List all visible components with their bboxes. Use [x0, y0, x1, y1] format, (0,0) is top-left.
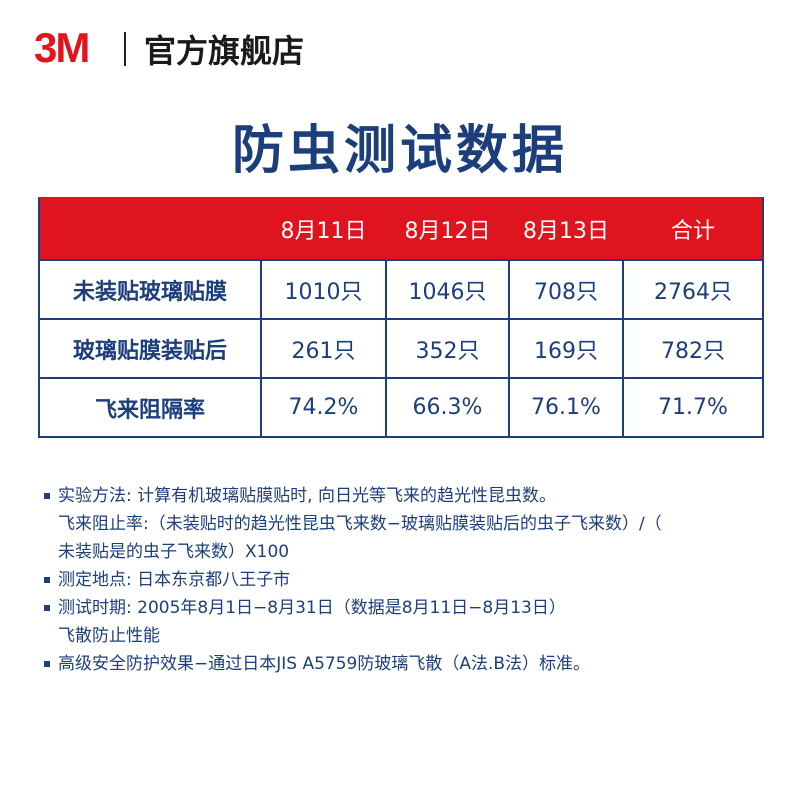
column-header: 合计: [622, 197, 764, 261]
note: 实验方法: 计算有机玻璃贴膜贴时, 向日光等飞来的趋光性昆虫数。飞来阻止率:（未…: [44, 482, 784, 566]
column-header: 8月11日: [260, 197, 387, 261]
bullet: [44, 577, 50, 583]
cell: 66.3%: [385, 377, 510, 438]
note-line: 测试时期: 2005年8月1日−8月31日（数据是8月11日−8月13日）: [58, 598, 566, 618]
row-header: 玻璃贴膜装贴后: [38, 318, 262, 379]
cell: 708只: [508, 259, 624, 320]
data-table: 8月11日 8月12日 8月13日 合计 未装贴玻璃贴膜 1010只 1046只 708只 27…: [38, 197, 764, 438]
table-row: 玻璃贴膜装贴后 261只 352只 169只 782只: [38, 318, 764, 379]
bullet: [44, 493, 50, 499]
note-line: 未装贴是的虫子飞来数）X100: [58, 542, 290, 562]
cell: 2764只: [622, 259, 764, 320]
row-header: 未装贴玻璃贴膜: [38, 259, 262, 320]
bullet: [44, 661, 50, 667]
bullet: [44, 605, 50, 611]
table-row: 未装贴玻璃贴膜 1010只 1046只 708只 2764只: [38, 259, 764, 320]
divider: [124, 32, 126, 66]
note-line: 高级安全防护效果−通过日本JIS A5759防玻璃飞散（A法.B法）标准。: [58, 654, 591, 674]
logo: 3M: [34, 24, 90, 71]
cell: 782只: [622, 318, 764, 379]
cell: 261只: [260, 318, 387, 379]
cell: 1046只: [385, 259, 510, 320]
cell: 352只: [385, 318, 510, 379]
title: 防虫测试数据: [231, 121, 568, 181]
column-header: [38, 197, 262, 261]
header-row: 8月11日 8月12日 8月13日 合计: [38, 197, 764, 261]
note: 高级安全防护效果−通过日本JIS A5759防玻璃飞散（A法.B法）标准。: [44, 650, 784, 678]
note: 测定地点: 日本东京都八王子市: [44, 566, 784, 594]
cell: 71.7%: [622, 377, 764, 438]
note-line: 飞来阻止率:（未装贴时的趋光性昆虫飞来数−玻璃贴膜装贴后的虫子飞来数）/（: [58, 514, 662, 534]
cell: 1010只: [260, 259, 387, 320]
note-line: 飞散防止性能: [58, 626, 160, 646]
note: 测试时期: 2005年8月1日−8月31日（数据是8月11日−8月13日） 飞散防…: [44, 594, 784, 650]
notes: 实验方法: 计算有机玻璃贴膜贴时, 向日光等飞来的趋光性昆虫数。飞来阻止率:（未…: [44, 482, 784, 678]
cell: 169只: [508, 318, 624, 379]
column-header: 8月13日: [508, 197, 624, 261]
column-header: 8月12日: [385, 197, 510, 261]
note-line: 实验方法: 计算有机玻璃贴膜贴时, 向日光等飞来的趋光性昆虫数。: [58, 486, 556, 506]
cell: 74.2%: [260, 377, 387, 438]
table-row: 飞来阻隔率 74.2% 66.3% 76.1% 71.7%: [38, 377, 764, 438]
row-header: 飞来阻隔率: [38, 377, 262, 438]
note-line: 测定地点: 日本东京都八王子市: [58, 570, 291, 590]
cell: 76.1%: [508, 377, 624, 438]
store-name: 官方旗舰店: [144, 32, 305, 70]
